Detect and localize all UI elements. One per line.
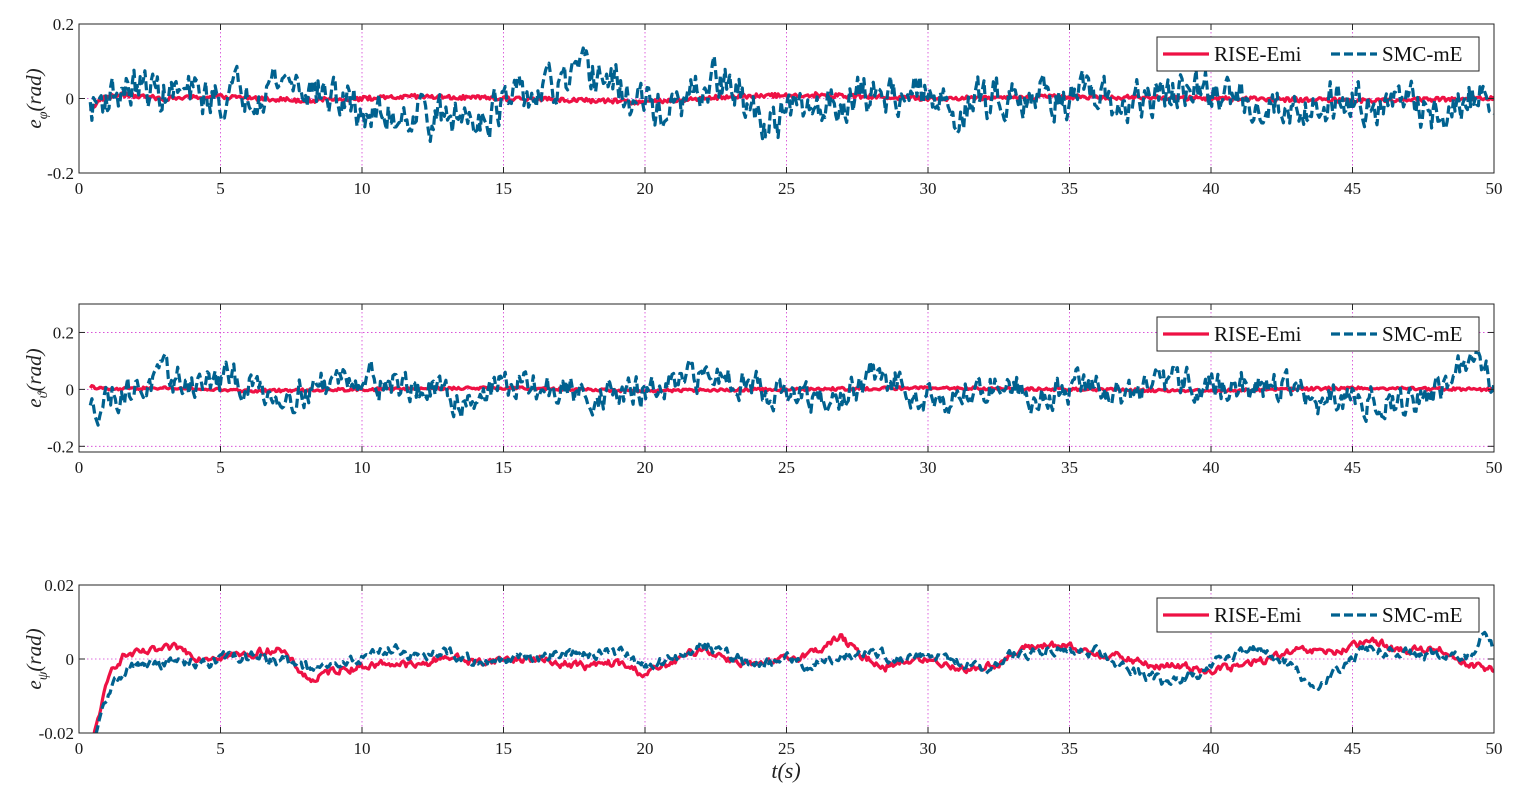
legend: RISE-Emi SMC-mE [1157,317,1479,351]
panel-phi: 0 5 10 15 20 25 30 35 40 45 50-0.200.2eφ(rad)RISE-… [22,15,1503,198]
y-axis-label-theta: eϑ(rad) [22,348,51,407]
y-tick-label: 0.02 [44,576,74,595]
legend-label-smc-me: SMC-mE [1382,322,1463,346]
legend-label-rise-emi: RISE-Emi [1214,42,1302,66]
x-tick-label: 40 [1203,739,1220,758]
y-tick-label: 0.2 [53,15,74,34]
legend: RISE-Emi SMC-mE [1157,37,1479,71]
y-axis-label-psi: eψ(rad) [22,628,51,689]
x-tick-label: 40 [1203,179,1220,198]
legend-label-rise-emi: RISE-Emi [1214,603,1302,627]
x-tick-label: 40 [1203,458,1220,477]
y-tick-label: 0 [66,380,75,399]
y-tick-label: -0.2 [47,164,74,183]
x-tick-label: 0 [75,739,84,758]
x-tick-label: 35 [1061,179,1078,198]
legend-label-smc-me: SMC-mE [1382,603,1463,627]
x-tick-label: 5 [216,458,225,477]
x-tick-label: 50 [1486,458,1503,477]
y-tick-label: 0.2 [53,323,74,342]
x-tick-label: 5 [216,739,225,758]
x-tick-label: 35 [1061,739,1078,758]
panel-psi: 0 5 10 15 20 25 30 35 40 45 50-0.0200.02eψ(rad)RIS… [22,576,1503,758]
x-tick-label: 45 [1344,179,1361,198]
x-tick-label: 50 [1486,739,1503,758]
x-tick-label: 15 [495,739,512,758]
x-tick-label: 15 [495,458,512,477]
x-tick-label: 30 [920,739,937,758]
x-tick-label: 45 [1344,739,1361,758]
x-tick-label: 35 [1061,458,1078,477]
x-tick-label: 45 [1344,458,1361,477]
x-tick-label: 10 [354,458,371,477]
legend: RISE-Emi SMC-mE [1157,598,1479,632]
x-tick-label: 5 [216,179,225,198]
y-tick-label: -0.02 [39,724,74,743]
x-tick-label: 25 [778,458,795,477]
y-tick-label: 0 [66,650,75,669]
y-tick-label: -0.2 [47,437,74,456]
x-tick-label: 30 [920,179,937,198]
x-tick-label: 10 [354,739,371,758]
x-tick-label: 30 [920,458,937,477]
x-tick-label: 10 [354,179,371,198]
legend-label-smc-me: SMC-mE [1382,42,1463,66]
legend-label-rise-emi: RISE-Emi [1214,322,1302,346]
x-tick-label: 50 [1486,179,1503,198]
x-tick-label: 0 [75,458,84,477]
x-axis-label: t(s) [771,758,800,783]
x-tick-label: 15 [495,179,512,198]
x-tick-label: 20 [637,179,654,198]
x-tick-label: 20 [637,458,654,477]
x-tick-label: 20 [637,739,654,758]
x-tick-label: 25 [778,179,795,198]
y-axis-label-phi: eφ(rad) [22,68,51,128]
x-tick-label: 25 [778,739,795,758]
y-tick-label: 0 [66,90,75,109]
x-tick-label: 0 [75,179,84,198]
panel-theta: 0 5 10 15 20 25 30 35 40 45 50-0.200.2eϑ(rad)RISE-… [22,304,1503,477]
